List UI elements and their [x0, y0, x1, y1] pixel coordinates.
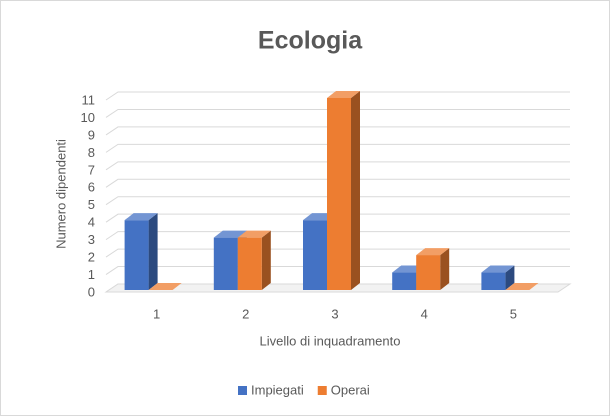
grid-line [105, 248, 570, 258]
bar [327, 98, 351, 290]
bar-top [237, 230, 271, 238]
x-tick-label: 3 [331, 306, 338, 321]
bar [392, 272, 417, 290]
x-tick-label: 5 [510, 306, 517, 321]
bar [303, 220, 327, 290]
y-tick-label: 4 [88, 215, 95, 230]
y-tick-label: 1 [88, 267, 95, 282]
bar [213, 237, 238, 290]
bar-top [327, 91, 360, 98]
bar-side [148, 213, 158, 290]
legend-swatch [317, 386, 327, 395]
y-tick-label: 3 [88, 232, 95, 247]
bar-side [505, 265, 515, 290]
grid-line [105, 126, 570, 136]
grid-line [105, 196, 570, 206]
bar-side [440, 248, 450, 290]
bar-top [416, 248, 450, 256]
legend-swatch [238, 386, 247, 395]
y-tick-label: 10 [81, 110, 95, 125]
y-tick-label: 11 [82, 92, 96, 107]
bar [416, 255, 441, 290]
legend-label: Operai [331, 382, 370, 397]
bar [481, 272, 506, 290]
y-tick-label: 6 [88, 180, 95, 195]
grid-line [105, 143, 570, 153]
y-tick-label: 0 [88, 284, 95, 299]
grid-line [105, 161, 570, 171]
bar-top [481, 265, 515, 273]
y-tick-label: 9 [88, 127, 95, 142]
bar [124, 220, 149, 290]
x-tick-label: 1 [153, 306, 160, 321]
bar-top [505, 283, 539, 290]
y-tick-label: 8 [88, 145, 95, 160]
y-tick-label: 5 [88, 197, 95, 212]
grid-line [105, 213, 570, 223]
y-tick-label: 7 [88, 162, 95, 177]
bar-top [148, 283, 182, 290]
bar-side [261, 230, 271, 290]
x-tick-label: 2 [242, 306, 249, 321]
bar-side [351, 91, 360, 290]
grid-line [105, 91, 570, 101]
grid-line [105, 108, 570, 118]
chart-title: Ecologia [258, 27, 363, 55]
bar-top [124, 213, 158, 221]
x-tick-label: 4 [421, 306, 428, 321]
legend-label: Impiegati [251, 382, 304, 397]
x-axis-label: Livello di inquadramento [260, 333, 401, 348]
bar-top [213, 230, 247, 238]
grid-line [105, 178, 570, 188]
y-tick-label: 2 [88, 250, 95, 265]
bar [237, 237, 262, 290]
y-axis-label: Numero dipendenti [53, 139, 68, 249]
grid-line [105, 231, 570, 241]
